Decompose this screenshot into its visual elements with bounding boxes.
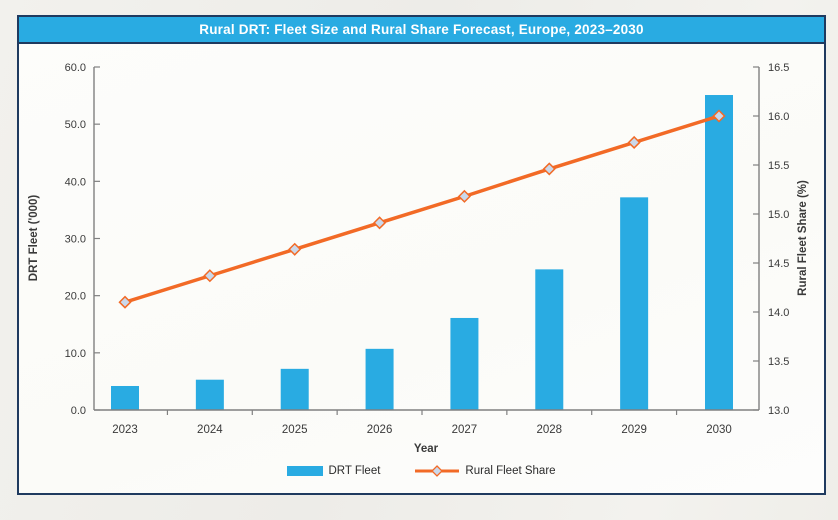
legend-line-swatch — [415, 465, 460, 477]
legend-label-drt-fleet: DRT Fleet — [328, 465, 381, 477]
bar-2028 — [535, 269, 564, 410]
chart-legend: DRT Fleet Rural Fleet Share — [17, 461, 826, 481]
x-axis-label-2027: 2027 — [452, 424, 478, 436]
line-marker-2028 — [542, 162, 556, 176]
right-axis-tick-label: 16.5 — [768, 62, 789, 74]
line-marker-2025 — [288, 242, 302, 256]
x-axis-title: Year — [414, 443, 439, 455]
line-marker-2026 — [373, 216, 387, 230]
bar-2026 — [365, 348, 394, 410]
x-axis-label-2029: 2029 — [621, 424, 647, 436]
right-axis-tick-label: 14.5 — [768, 258, 789, 270]
line-marker-2023 — [118, 295, 132, 309]
bar-2023 — [111, 385, 139, 410]
left-axis-tick-label: 20.0 — [65, 291, 86, 303]
x-axis-label-2025: 2025 — [282, 424, 308, 436]
bar-2030 — [705, 95, 733, 411]
right-axis-tick-label: 15.5 — [768, 160, 789, 172]
left-axis-title: DRT Fleet ('000) — [28, 195, 40, 282]
bar-2025 — [280, 368, 309, 410]
right-axis-title: Rural Fleet Share (%) — [797, 180, 809, 296]
left-axis-tick-label: 40.0 — [65, 176, 86, 188]
rural-fleet-share-line — [123, 114, 721, 304]
legend-bar-swatch — [287, 466, 324, 476]
line-marker-2027 — [457, 189, 471, 203]
left-axis-tick-label: 50.0 — [65, 119, 86, 131]
line-marker-2029 — [627, 135, 641, 150]
legend-item-drt-fleet: DRT Fleet — [287, 465, 380, 477]
bar-2027 — [450, 317, 479, 410]
chart-title-bar: Rural DRT: Fleet Size and Rural Share Fo… — [19, 17, 824, 44]
x-axis-label-2024: 2024 — [197, 424, 223, 436]
left-axis-tick-label: 30.0 — [65, 234, 86, 246]
chart-title: Rural DRT: Fleet Size and Rural Share Fo… — [199, 22, 644, 37]
x-axis-label-2030: 2030 — [706, 424, 732, 436]
x-axis-label-2026: 2026 — [367, 424, 393, 436]
left-axis-tick-label: 60.0 — [65, 62, 86, 74]
right-axis-tick-label: 13.0 — [768, 405, 789, 417]
legend-item-rural-fleet-share: Rural Fleet Share — [414, 464, 556, 478]
right-axis-tick-label: 15.0 — [768, 209, 789, 221]
right-axis-tick-label: 16.0 — [768, 111, 789, 123]
right-axis-tick-label: 13.5 — [768, 356, 789, 368]
x-axis-label-2028: 2028 — [536, 424, 562, 436]
legend-label-rural-fleet-share: Rural Fleet Share — [465, 465, 556, 477]
bar-2024 — [195, 379, 224, 410]
line-marker-2024 — [203, 269, 217, 283]
x-axis-label-2023: 2023 — [112, 424, 138, 436]
line-marker-2030 — [712, 109, 726, 123]
bar-2029 — [620, 197, 649, 410]
left-axis-tick-label: 0.0 — [71, 405, 86, 417]
right-axis-tick-label: 14.0 — [768, 307, 789, 319]
left-axis-tick-label: 10.0 — [65, 348, 86, 360]
